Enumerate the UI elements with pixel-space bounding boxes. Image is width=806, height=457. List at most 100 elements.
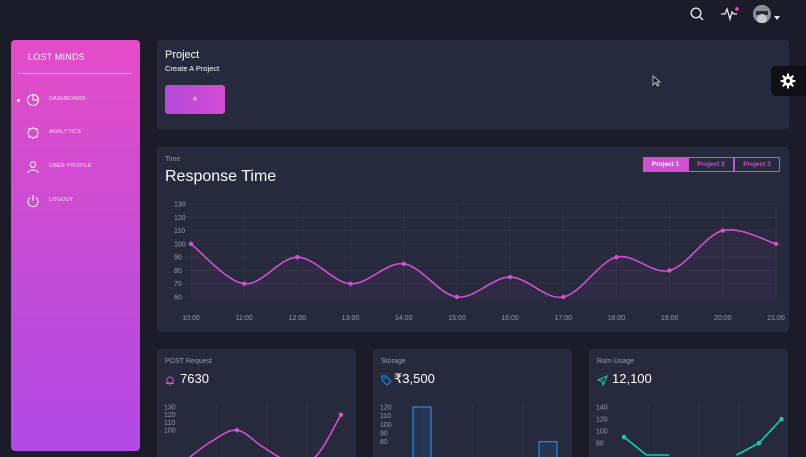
x-tick-label: 21:00 (767, 315, 785, 322)
card-category: Ram Usage (597, 358, 634, 365)
area-fill (191, 229, 776, 298)
sidebar-item-label: DASHBOARD (49, 96, 86, 102)
data-point (348, 281, 353, 286)
y-tick-label: 110 (380, 413, 391, 420)
activity-icon[interactable] (720, 6, 740, 26)
series-line (736, 418, 783, 456)
y-tick-label: 80 (596, 441, 604, 448)
sidebar-item-analytics[interactable]: ANALYTICS (11, 124, 140, 146)
chevron-down-icon[interactable] (773, 9, 781, 20)
active-indicator (17, 99, 20, 102)
data-point (756, 440, 762, 446)
top-bar (0, 0, 806, 32)
response-time-chart: 60 70 80 90 100 110 120 130 10:00 11:00 12:00 13:00… (174, 202, 785, 323)
data-point (188, 241, 194, 247)
x-tick-label: 19:00 (661, 315, 679, 322)
data-point (614, 254, 619, 260)
brand-name[interactable]: LOST MINDS (28, 52, 85, 62)
post-request-card: POST Request 7630 100 110 120 130 (157, 349, 356, 457)
storage-value: ₹3,500 (394, 371, 435, 386)
sidebar-item-label: USER PROFILE (49, 163, 92, 169)
gear-icon (780, 73, 796, 94)
y-tick-label: 90 (174, 255, 182, 262)
series-line (188, 414, 342, 457)
project-tabs: Project 1 Project 2 Project 3 (643, 157, 780, 172)
data-point (401, 261, 406, 266)
x-tick-label: 16:00 (501, 315, 519, 322)
x-tick-label: 10:00 (182, 315, 200, 322)
data-point (507, 274, 513, 280)
search-icon[interactable] (689, 6, 709, 26)
y-tick-label: 80 (380, 439, 388, 446)
data-point (621, 434, 627, 440)
project-title: Project (165, 49, 200, 61)
card-category: Time (165, 156, 181, 163)
analytics-icon (26, 126, 40, 140)
y-tick-label: 140 (596, 405, 608, 412)
x-tick-label: 12:00 (289, 315, 307, 322)
y-tick-label: 80 (174, 268, 182, 275)
x-tick-label: 18:00 (608, 315, 626, 322)
y-tick-label: 100 (164, 428, 176, 435)
bell-icon (165, 373, 175, 391)
data-point (241, 281, 247, 286)
card-title: Response Time (165, 168, 277, 185)
data-point (338, 412, 344, 417)
bar (538, 441, 558, 457)
sidebar-item-logout[interactable]: LOGOUT (11, 192, 140, 214)
post-request-value: 7630 (180, 371, 209, 386)
storage-card: Storage ₹3,500 80 90 100 110 120 (373, 349, 572, 457)
y-tick-label: 130 (174, 202, 186, 209)
avatar[interactable] (753, 5, 771, 23)
y-tick-label: 100 (596, 429, 608, 436)
add-project-button[interactable]: + (165, 85, 225, 114)
sidebar: LOST MINDS DASHBOARD ANALYTICS USER PROF… (11, 40, 140, 451)
tab-project-3[interactable]: Project 3 (734, 157, 780, 172)
y-tick-label: 70 (174, 281, 182, 288)
ram-usage-card: Ram Usage 12,100 80 100 120 140 (589, 349, 788, 457)
tab-project-1[interactable]: Project 1 (643, 157, 688, 172)
data-point (234, 427, 240, 433)
user-icon (26, 160, 40, 174)
card-category: Storage (381, 358, 406, 365)
y-tick-label: 90 (380, 431, 388, 438)
y-tick-label: 130 (164, 405, 176, 412)
x-tick-label: 11:00 (236, 315, 253, 322)
y-tick-label: 60 (174, 295, 182, 302)
data-point (295, 254, 300, 260)
y-tick-label: 100 (174, 241, 186, 248)
settings-button[interactable] (771, 66, 806, 96)
ram-usage-value: 12,100 (612, 371, 652, 386)
project-subtitle: Create A Project (165, 64, 220, 73)
power-icon (26, 194, 40, 208)
divider (18, 73, 132, 74)
y-tick-label: 120 (380, 405, 392, 412)
mouse-cursor-icon (652, 74, 662, 87)
dashboard-icon (26, 93, 40, 107)
data-point (667, 268, 672, 273)
x-tick-label: 15:00 (448, 315, 466, 322)
data-point (779, 416, 784, 422)
card-category: POST Request (165, 358, 212, 365)
sidebar-item-user-profile[interactable]: USER PROFILE (11, 158, 140, 180)
y-tick-label: 110 (164, 420, 175, 427)
data-point (720, 228, 726, 233)
series-line (623, 436, 669, 456)
data-point (454, 294, 460, 300)
x-tick-label: 13:00 (342, 315, 360, 322)
x-tick-label: 14:00 (395, 315, 413, 322)
bar (412, 406, 432, 457)
y-tick-label: 120 (164, 412, 176, 419)
y-tick-label: 100 (380, 422, 392, 429)
y-tick-label: 120 (596, 417, 608, 424)
data-point (773, 241, 779, 247)
y-tick-label: 110 (174, 228, 185, 235)
tag-icon (381, 373, 392, 391)
sidebar-item-dashboard[interactable]: DASHBOARD (11, 91, 140, 113)
tab-project-2[interactable]: Project 2 (688, 157, 734, 172)
response-time-card: Time Response Time Project 1 Project 2 P… (157, 147, 789, 332)
sidebar-item-label: ANALYTICS (49, 129, 81, 135)
x-tick-label: 17:00 (555, 315, 573, 322)
